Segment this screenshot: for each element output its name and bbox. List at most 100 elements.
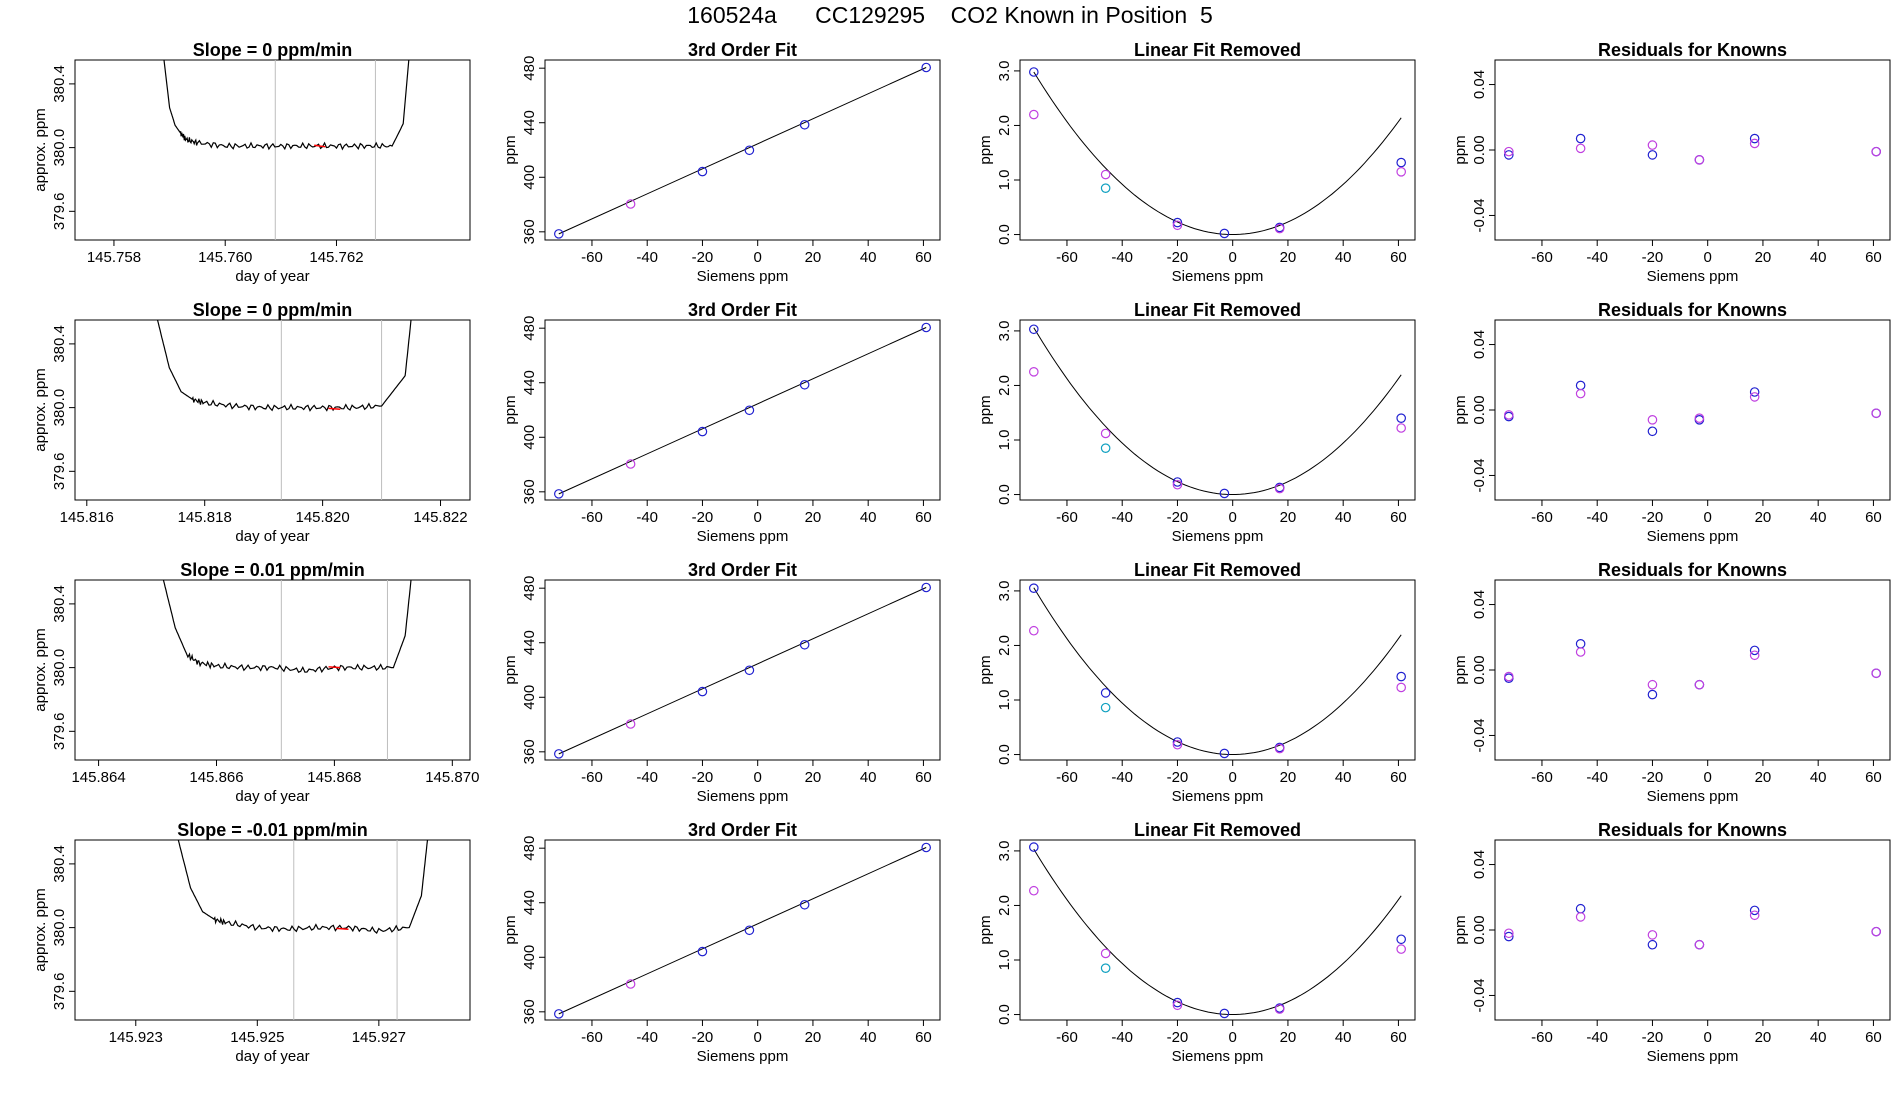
plot-area: [1029, 324, 1406, 499]
x-tick-label: 40: [860, 769, 877, 786]
chart-panel: Residuals for Knowns -60 -40 -20 0 20 40 60 -0.0…: [1452, 560, 1891, 805]
x-tick-label: 60: [1865, 509, 1882, 526]
x-axis-label: Siemens ppm: [697, 268, 789, 285]
y-tick-label: 0.0: [996, 744, 1013, 765]
data-point: [1694, 679, 1705, 690]
chart-title: Residuals for Knowns: [1598, 40, 1787, 60]
x-tick-label: 60: [915, 769, 932, 786]
y-tick-label: 1.0: [996, 950, 1013, 971]
data-point: [921, 582, 931, 593]
y-tick-label: 480: [521, 316, 538, 341]
x-axis-label: Siemens ppm: [697, 528, 789, 545]
plot-area: [554, 62, 931, 239]
y-tick-label: 379.6: [51, 713, 68, 751]
y-tick-label: 360: [521, 479, 538, 504]
data-point: [1219, 1008, 1230, 1019]
chart-title: Linear Fit Removed: [1134, 40, 1301, 60]
y-tick-label: 380.0: [51, 389, 68, 427]
x-tick-label: 20: [1755, 1029, 1772, 1046]
data-point: [1647, 679, 1658, 690]
data-point: [1396, 944, 1406, 954]
x-tick-label: 60: [1865, 769, 1882, 786]
fit-line: [558, 67, 927, 235]
y-tick-label: 3.0: [996, 580, 1013, 601]
x-tick-label: 145.762: [309, 249, 363, 266]
data-point: [625, 459, 636, 469]
data-point: [625, 199, 636, 209]
x-tick-label: 20: [1280, 769, 1297, 786]
x-tick-label: 145.866: [189, 769, 243, 786]
data-point: [1647, 939, 1658, 950]
chart-panel: 3rd Order Fit -60 -40 -20 0 20 40 60 360 400 440 48…: [502, 40, 941, 285]
y-tick-label: 440: [521, 110, 538, 135]
data-point: [1100, 963, 1111, 973]
data-point: [1749, 392, 1760, 402]
x-tick-label: -20: [692, 769, 714, 786]
chart-title: 3rd Order Fit: [688, 560, 797, 580]
data-point: [1029, 842, 1039, 852]
data-point: [744, 405, 755, 416]
x-tick-label: 40: [860, 509, 877, 526]
x-tick-label: -40: [1111, 769, 1133, 786]
x-tick-label: 40: [1335, 249, 1352, 266]
x-tick-label: 20: [805, 249, 822, 266]
data-point: [799, 119, 810, 130]
y-tick-label: 2.0: [996, 115, 1013, 136]
chart-title: Residuals for Knowns: [1598, 560, 1787, 580]
chart-title: Linear Fit Removed: [1134, 820, 1301, 840]
x-tick-label: -60: [1056, 769, 1078, 786]
y-axis-label: ppm: [502, 915, 519, 944]
y-axis-label: ppm: [1452, 655, 1469, 684]
data-point: [1504, 150, 1514, 160]
plot-area: [1029, 67, 1406, 239]
y-tick-label: 379.6: [51, 453, 68, 491]
y-tick-label: 0.0: [996, 484, 1013, 505]
x-tick-label: 0: [754, 509, 762, 526]
x-tick-label: -60: [1056, 1029, 1078, 1046]
data-point: [1172, 220, 1183, 231]
plot-frame: [74, 59, 471, 241]
data-point: [1172, 739, 1183, 750]
data-point: [1749, 387, 1760, 397]
data-point: [744, 665, 755, 676]
x-tick-label: 40: [1335, 1029, 1352, 1046]
x-tick-label: -40: [636, 249, 658, 266]
x-tick-label: 0: [1229, 249, 1237, 266]
y-tick-label: 480: [521, 836, 538, 861]
plot-frame: [1494, 839, 1891, 1021]
plot-area: [1029, 842, 1406, 1019]
x-tick-label: 40: [1810, 509, 1827, 526]
chart-panel: Slope = 0.01 ppm/min 145.864 145.866 145.86…: [32, 560, 479, 805]
y-tick-label: 380.0: [51, 649, 68, 687]
highlight-segment: [328, 666, 341, 669]
x-tick-label: -40: [1111, 509, 1133, 526]
plot-area: [554, 842, 931, 1019]
y-axis-label: ppm: [977, 655, 994, 684]
data-point: [1396, 671, 1406, 682]
data-point: [744, 925, 755, 936]
plot-frame: [74, 319, 471, 501]
x-tick-label: -60: [1056, 249, 1078, 266]
fit-curve: [1033, 327, 1402, 495]
plot-frame: [1019, 59, 1416, 241]
x-tick-label: 20: [805, 509, 822, 526]
data-point: [1575, 388, 1586, 399]
x-tick-label: -40: [1111, 1029, 1133, 1046]
data-point: [1749, 650, 1760, 661]
y-axis-label: approx. ppm: [32, 368, 49, 451]
data-point: [1396, 167, 1406, 177]
y-tick-label: 400: [521, 685, 538, 710]
x-axis-label: Siemens ppm: [697, 1048, 789, 1065]
y-axis-label: ppm: [977, 395, 994, 424]
data-point: [1396, 423, 1406, 433]
y-axis-label: ppm: [502, 655, 519, 684]
plot-area: [1029, 583, 1406, 759]
y-tick-label: 380.4: [51, 65, 68, 103]
series-line: [177, 840, 429, 934]
y-tick-label: 440: [521, 890, 538, 915]
chart-panel: 3rd Order Fit -60 -40 -20 0 20 40 60 360 400 440 48…: [502, 820, 941, 1065]
plot-frame: [1019, 839, 1416, 1021]
data-point: [1274, 483, 1285, 494]
data-point: [1575, 143, 1586, 154]
x-tick-label: -60: [1531, 1029, 1553, 1046]
